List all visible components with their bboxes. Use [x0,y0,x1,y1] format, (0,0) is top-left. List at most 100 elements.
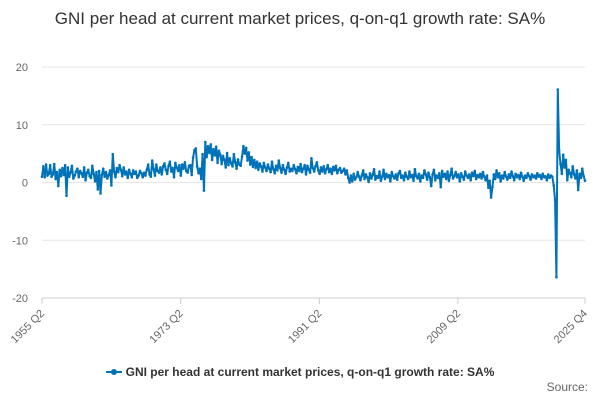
data-point[interactable] [85,171,89,174]
data-point[interactable] [372,167,376,171]
data-point[interactable] [135,176,139,180]
data-point[interactable] [406,177,410,181]
data-point[interactable] [329,167,332,170]
data-point[interactable] [58,168,61,172]
data-point[interactable] [231,165,234,168]
data-point[interactable] [111,152,115,156]
data-point[interactable] [103,175,106,179]
data-point[interactable] [220,162,223,166]
data-point[interactable] [118,163,121,167]
data-point[interactable] [334,164,338,168]
data-point[interactable] [517,173,520,177]
data-point[interactable] [485,174,489,177]
data-point[interactable] [288,170,291,173]
data-point[interactable] [248,163,252,166]
data-point[interactable] [367,180,370,184]
data-point[interactable] [346,176,350,180]
data-point[interactable] [497,171,501,175]
data-point[interactable] [387,173,391,177]
data-point[interactable] [365,176,369,179]
series-line[interactable] [41,88,586,279]
data-point[interactable] [69,171,72,174]
data-point[interactable] [393,177,396,180]
data-point[interactable] [228,156,232,160]
data-point[interactable] [578,172,581,176]
data-point[interactable] [466,176,470,180]
data-point[interactable] [141,176,145,179]
data-point[interactable] [97,169,101,173]
data-point[interactable] [438,171,441,175]
data-point[interactable] [134,170,138,173]
data-point[interactable] [300,170,304,174]
data-point[interactable] [357,175,361,179]
data-point[interactable] [171,166,174,170]
data-point[interactable] [106,177,109,180]
data-point[interactable] [160,173,164,176]
data-point[interactable] [489,196,493,199]
data-point[interactable] [52,162,56,166]
data-point[interactable] [282,168,286,172]
data-point[interactable] [370,177,373,180]
data-point[interactable] [507,173,511,176]
data-point[interactable] [227,163,230,167]
data-point[interactable] [81,175,85,179]
data-point[interactable] [138,169,142,173]
data-point[interactable] [495,169,498,172]
data-point[interactable] [355,176,358,179]
data-point[interactable] [201,152,204,156]
data-point[interactable] [533,174,536,177]
data-point[interactable] [129,172,132,176]
data-point[interactable] [481,170,485,174]
data-point[interactable] [183,160,187,164]
data-point[interactable] [559,162,562,166]
data-point[interactable] [255,160,259,164]
data-point[interactable] [432,168,436,172]
data-point[interactable] [179,174,183,177]
data-point[interactable] [436,176,440,180]
data-point[interactable] [530,173,534,176]
data-point[interactable] [217,149,221,153]
data-point[interactable] [492,173,496,176]
data-point[interactable] [402,178,406,182]
data-point[interactable] [119,168,123,172]
data-point[interactable] [43,176,47,179]
data-point[interactable] [512,178,516,182]
data-point[interactable] [359,178,362,182]
data-point[interactable] [208,151,211,155]
data-point[interactable] [419,180,422,183]
data-point[interactable] [556,88,560,91]
data-point[interactable] [383,177,387,181]
data-point[interactable] [544,174,547,178]
data-point[interactable] [242,144,245,148]
data-point[interactable] [293,167,297,171]
data-point[interactable] [216,161,219,165]
data-point[interactable] [110,184,113,187]
legend[interactable]: GNI per head at current market prices, q… [0,363,600,381]
data-point[interactable] [167,164,170,168]
data-point[interactable] [551,175,554,179]
data-point[interactable] [468,173,471,176]
data-point[interactable] [314,165,317,168]
data-point[interactable] [344,173,347,176]
data-point[interactable] [390,170,394,174]
data-point[interactable] [62,173,66,177]
data-point[interactable] [412,179,415,183]
data-point[interactable] [204,140,207,144]
data-point[interactable] [503,170,507,174]
data-point[interactable] [296,165,300,169]
data-point[interactable] [461,175,464,179]
data-point[interactable] [323,171,327,175]
data-point[interactable] [470,171,474,174]
data-point[interactable] [278,166,282,170]
data-point[interactable] [232,152,236,156]
data-point[interactable] [417,172,421,176]
data-point[interactable] [50,175,53,179]
data-point[interactable] [348,181,351,184]
data-point[interactable] [130,176,134,179]
data-point[interactable] [380,175,384,179]
data-point[interactable] [564,158,568,162]
data-point[interactable] [291,169,294,173]
data-point[interactable] [322,165,326,168]
data-point[interactable] [246,159,249,162]
data-point[interactable] [218,153,222,157]
